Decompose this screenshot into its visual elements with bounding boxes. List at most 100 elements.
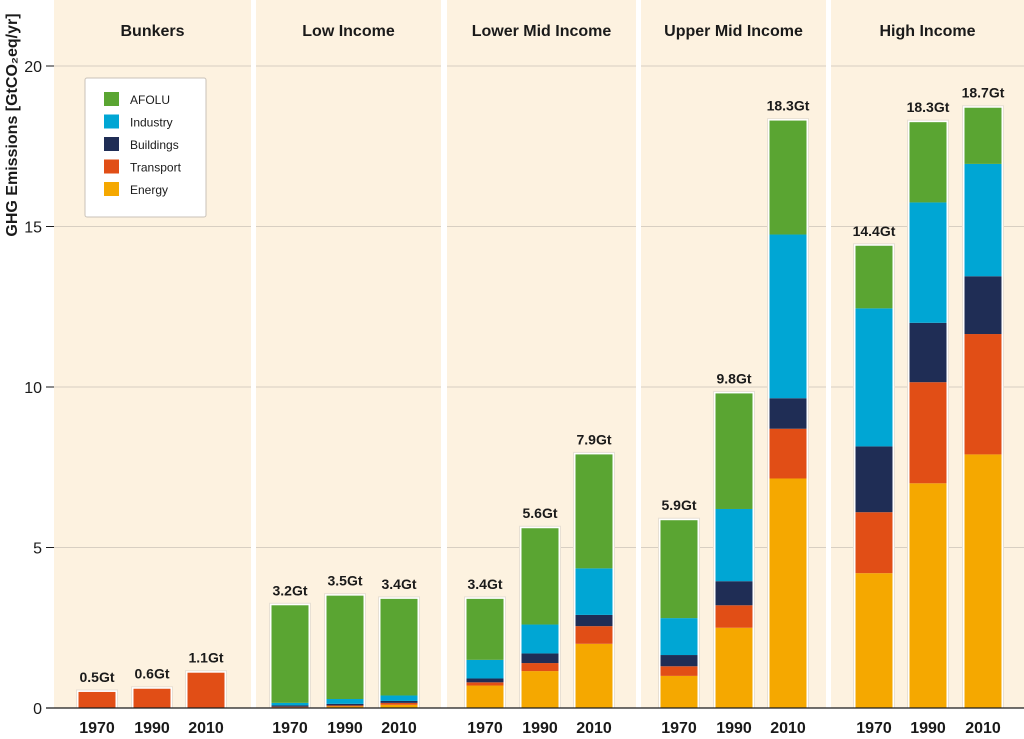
x-tick-label: 1990 bbox=[522, 720, 558, 737]
bar-segment-buildings bbox=[271, 705, 309, 707]
panel-title: Upper Mid Income bbox=[664, 23, 803, 40]
x-tick-label: 1970 bbox=[467, 720, 503, 737]
x-tick-label: 1970 bbox=[856, 720, 892, 737]
bar-total-label: 14.4Gt bbox=[853, 223, 896, 239]
legend-item-transport: Transport bbox=[104, 159, 182, 175]
bar-segment-afolu bbox=[909, 122, 947, 203]
bar-segment-buildings bbox=[855, 446, 893, 513]
bar-total-label: 18.7Gt bbox=[962, 85, 1005, 101]
x-tick-label: 2010 bbox=[188, 720, 224, 737]
bar-segment-transport bbox=[855, 512, 893, 574]
bar-segment-transport bbox=[466, 682, 504, 686]
legend-item-buildings: Buildings bbox=[104, 137, 179, 152]
y-tick-label: 10 bbox=[24, 380, 42, 397]
legend-label: AFOLU bbox=[130, 93, 170, 107]
bar-total-label: 5.9Gt bbox=[661, 497, 696, 513]
bar-segment-energy bbox=[575, 643, 613, 708]
panel-high-income: High Income 14.4Gt 1970 18.3Gt 1990 18.7Gt 201… bbox=[831, 0, 1024, 737]
bar-segment-energy bbox=[466, 685, 504, 708]
bar-segment-transport bbox=[271, 706, 309, 708]
panel-title: High Income bbox=[879, 23, 975, 40]
bar-segment-buildings bbox=[660, 655, 698, 667]
x-tick-label: 2010 bbox=[576, 720, 612, 737]
bar-total-label: 3.2Gt bbox=[272, 582, 307, 598]
x-tick-label: 2010 bbox=[381, 720, 417, 737]
x-tick-label: 1970 bbox=[272, 720, 308, 737]
legend-item-energy: Energy bbox=[104, 182, 168, 197]
y-tick-label: 20 bbox=[24, 59, 42, 76]
bar-segment-industry bbox=[855, 308, 893, 447]
bar-segment-industry bbox=[326, 699, 364, 704]
x-tick-label: 1990 bbox=[327, 720, 363, 737]
panel-upper-mid-income: Upper Mid Income 5.9Gt 1970 9.8Gt 1990 18.3Gt… bbox=[641, 0, 826, 737]
bar-segment-afolu bbox=[964, 107, 1002, 164]
bar-segment-afolu bbox=[326, 595, 364, 700]
bar-segment-afolu bbox=[575, 454, 613, 569]
legend-item-afolu: AFOLU bbox=[104, 92, 170, 107]
bar-segment-buildings bbox=[326, 703, 364, 706]
bar-segment-transport bbox=[521, 663, 559, 672]
bar-segment-energy bbox=[769, 478, 807, 708]
y-tick-label: 5 bbox=[33, 541, 42, 558]
bar-segment-industry bbox=[271, 702, 309, 706]
bar-segment-industry bbox=[769, 234, 807, 399]
bar-total-label: 3.4Gt bbox=[381, 576, 416, 592]
bar-segment-buildings bbox=[575, 614, 613, 627]
bar-segment-industry bbox=[909, 202, 947, 323]
bar-total-label: 7.9Gt bbox=[576, 431, 611, 447]
bar-segment-buildings bbox=[769, 398, 807, 429]
x-tick-label: 1970 bbox=[661, 720, 697, 737]
panel-background bbox=[256, 0, 441, 708]
bar-total-label: 9.8Gt bbox=[716, 370, 751, 386]
bar-segment-energy bbox=[521, 671, 559, 708]
bar-total-label: 18.3Gt bbox=[907, 99, 950, 115]
bar-total-label: 3.5Gt bbox=[327, 573, 362, 589]
bar-total-label: 5.6Gt bbox=[522, 505, 557, 521]
x-tick-label: 2010 bbox=[965, 720, 1001, 737]
bar-segment-transport bbox=[769, 428, 807, 479]
bar-segment-transport bbox=[187, 672, 225, 708]
bar-segment-transport bbox=[575, 626, 613, 644]
x-tick-label: 1990 bbox=[716, 720, 752, 737]
bar-segment-afolu bbox=[466, 598, 504, 660]
legend-swatch bbox=[104, 182, 119, 196]
bar-segment-buildings bbox=[964, 276, 1002, 335]
y-axis-label: GHG Emissions [GtCO₂eq/yr] bbox=[4, 13, 21, 236]
bar-segment-transport bbox=[326, 705, 364, 707]
bar-segment-afolu bbox=[660, 520, 698, 619]
bar-segment-buildings bbox=[909, 322, 947, 383]
bar-segment-transport bbox=[133, 688, 171, 708]
bar-segment-energy bbox=[855, 573, 893, 708]
bar-segment-industry bbox=[380, 695, 418, 701]
bar-segment-afolu bbox=[715, 393, 753, 509]
panel-title: Low Income bbox=[302, 23, 395, 40]
legend-label: Energy bbox=[130, 183, 168, 197]
legend-swatch bbox=[104, 92, 119, 106]
bar-segment-industry bbox=[660, 618, 698, 656]
bar-segment-transport bbox=[78, 691, 116, 708]
panel-lower-mid-income: Lower Mid Income 3.4Gt 1970 5.6Gt 1990 7.9Gt 2… bbox=[447, 0, 636, 737]
legend-swatch bbox=[104, 137, 119, 151]
bar-segment-energy bbox=[964, 454, 1002, 708]
bar-segment-industry bbox=[521, 624, 559, 654]
panel-low-income: Low Income 3.2Gt 1970 3.5Gt 1990 3.4Gt 2010 bbox=[256, 0, 441, 737]
x-tick-label: 1990 bbox=[910, 720, 946, 737]
legend-swatch bbox=[104, 114, 119, 129]
bar-segment-industry bbox=[466, 659, 504, 679]
x-tick-label: 1970 bbox=[79, 720, 115, 737]
bar-segment-buildings bbox=[521, 653, 559, 664]
legend-item-industry: Industry bbox=[104, 114, 173, 130]
bar-segment-industry bbox=[575, 568, 613, 615]
bar-segment-afolu bbox=[521, 528, 559, 625]
bar-segment-transport bbox=[380, 702, 418, 705]
bar-segment-afolu bbox=[271, 605, 309, 703]
bar-total-label: 0.5Gt bbox=[79, 669, 114, 685]
panel-title: Lower Mid Income bbox=[472, 23, 612, 40]
bar-total-label: 0.6Gt bbox=[134, 666, 169, 682]
bar-segment-transport bbox=[909, 382, 947, 484]
bar-segment-afolu bbox=[380, 598, 418, 696]
bar-segment-energy bbox=[660, 675, 698, 708]
bar-segment-transport bbox=[660, 666, 698, 676]
x-tick-label: 2010 bbox=[770, 720, 806, 737]
